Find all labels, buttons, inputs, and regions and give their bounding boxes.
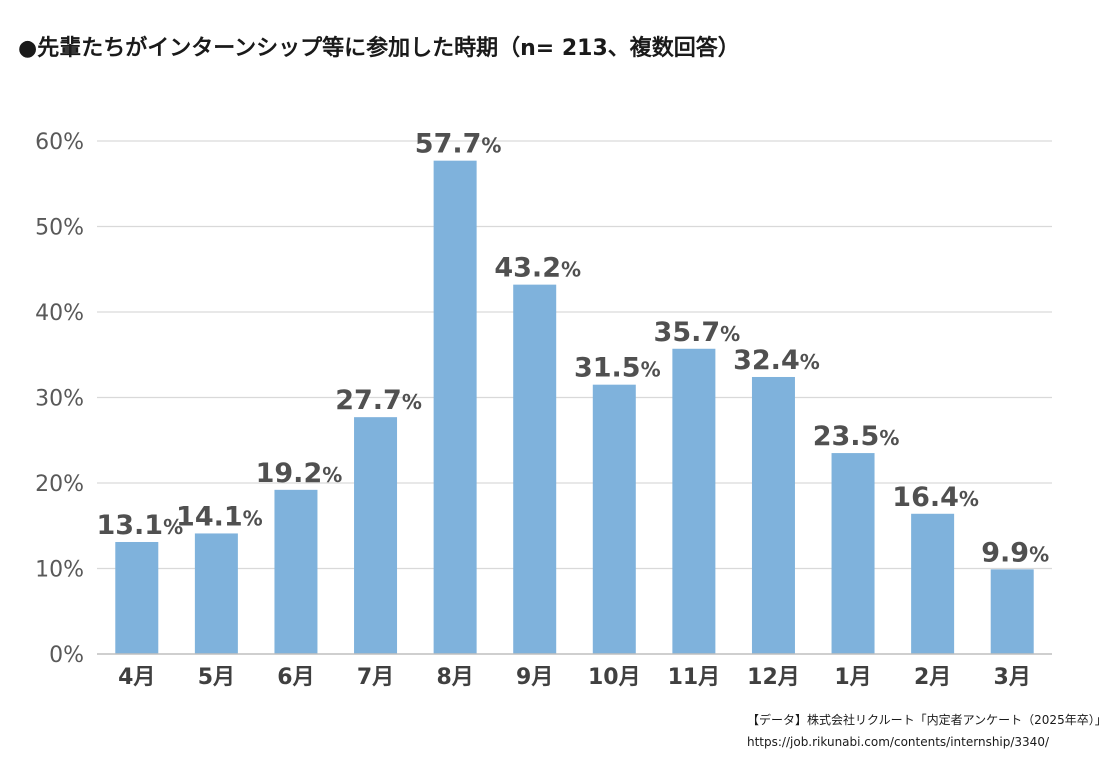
bar-5月 xyxy=(194,533,238,654)
data-labels: 13.1%14.1% 19.2% 27.7% 57.7% 43.2% 31.5% 35.7%… xyxy=(96,129,1049,569)
y-tick-label-40: 40% xyxy=(35,301,84,326)
x-tick-label-2月: 2月 xyxy=(914,665,951,690)
data-label-4月: 13.1% xyxy=(96,510,183,541)
x-tick-label-10月: 10月 xyxy=(588,665,641,690)
bar-6月 xyxy=(274,489,318,654)
x-tick-label-3月: 3月 xyxy=(994,665,1031,690)
bar-2月 xyxy=(911,513,955,654)
x-tick-label-6月: 6月 xyxy=(277,665,314,690)
x-tick-label-7月: 7月 xyxy=(357,665,394,690)
source-url: https://job.rikunabi.com/contents/intern… xyxy=(747,735,1049,749)
x-axis-tick-labels: 4月 5月 6月 7月 8月 9月 10月 11月 12月 1月 2月 3月 xyxy=(118,665,1031,690)
y-tick-label-20: 20% xyxy=(35,472,84,497)
data-label-1月: 23.5% xyxy=(813,421,900,452)
bar-12月 xyxy=(751,376,795,654)
bar-9月 xyxy=(513,284,557,654)
x-tick-label-11月: 11月 xyxy=(668,665,721,690)
y-tick-label-10: 10% xyxy=(35,558,84,583)
x-tick-label-1月: 1月 xyxy=(834,665,871,690)
bar-3月 xyxy=(990,569,1034,654)
bar-1月 xyxy=(831,453,875,654)
x-tick-label-5月: 5月 xyxy=(198,665,235,690)
x-tick-label-8月: 8月 xyxy=(436,665,473,690)
data-label-9月: 43.2% xyxy=(494,253,581,284)
chart-title: ●先輩たちがインターンシップ等に参加した時期（n= 213、複数回答） xyxy=(18,36,740,61)
data-label-12月: 32.4% xyxy=(733,345,820,376)
y-tick-label-50: 50% xyxy=(35,216,84,241)
data-label-6月: 19.2% xyxy=(256,458,343,489)
data-label-2月: 16.4% xyxy=(892,482,979,513)
x-tick-label-9月: 9月 xyxy=(516,665,553,690)
bar-11月 xyxy=(672,348,716,654)
data-label-10月: 31.5% xyxy=(574,353,661,384)
x-tick-label-4月: 4月 xyxy=(118,665,155,690)
data-label-11月: 35.7% xyxy=(654,317,741,348)
bar-8月 xyxy=(433,160,477,655)
y-axis-tick-labels: 0% 10% 20% 30% 40% 50% 60% xyxy=(35,130,84,668)
bars xyxy=(115,160,1034,655)
gridlines xyxy=(97,140,1052,570)
bar-7月 xyxy=(354,417,398,654)
data-label-7月: 27.7% xyxy=(335,385,422,416)
data-label-5月: 14.1% xyxy=(176,501,263,532)
bar-10月 xyxy=(592,384,636,654)
x-tick-label-12月: 12月 xyxy=(747,665,800,690)
y-tick-label-60: 60% xyxy=(35,130,84,155)
bar-4月 xyxy=(115,541,159,654)
data-label-8月: 57.7% xyxy=(415,129,502,160)
data-label-3月: 9.9% xyxy=(981,537,1049,568)
y-tick-label-0: 0% xyxy=(49,643,84,668)
y-tick-label-30: 30% xyxy=(35,387,84,412)
source-credit: 【データ】株式会社リクルート「内定者アンケート（2025年卒）」 xyxy=(747,713,1107,727)
